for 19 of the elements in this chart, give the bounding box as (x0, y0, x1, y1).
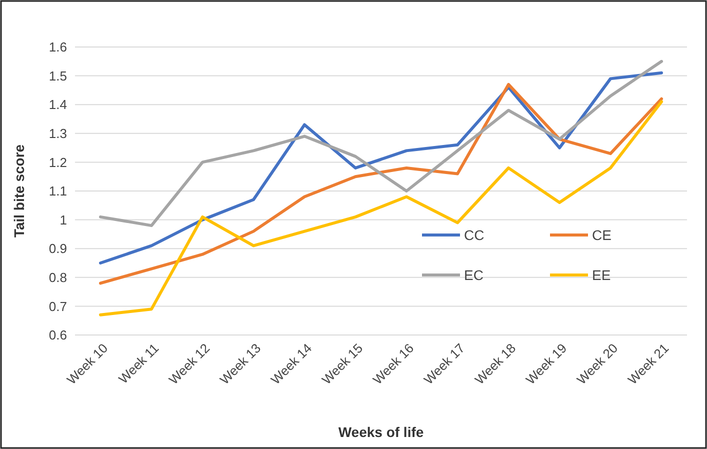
y-tick-label: 0.8 (48, 270, 67, 285)
y-tick-label: 1.2 (48, 154, 67, 170)
legend-label: EC (464, 266, 484, 283)
legend-label: CC (464, 226, 484, 243)
y-tick-label: 1 (60, 212, 67, 228)
y-tick-label: 1.5 (48, 68, 67, 84)
y-tick-label: 1.4 (48, 97, 67, 112)
legend-label: CE (592, 226, 612, 243)
y-tick-label: 0.9 (48, 241, 67, 256)
y-tick-label: 0.7 (48, 298, 67, 314)
y-tick-label: 1.1 (48, 184, 67, 199)
y-axis-title: Tail bite score (11, 144, 27, 238)
y-tick-label: 1.6 (48, 40, 67, 55)
legend-label: EE (592, 266, 611, 283)
y-tick-label: 1.3 (48, 126, 67, 141)
line-series (99, 100, 663, 316)
line-series (99, 60, 663, 228)
y-tick-label: 0.6 (48, 328, 67, 343)
x-axis-title: Weeks of life (338, 424, 424, 440)
